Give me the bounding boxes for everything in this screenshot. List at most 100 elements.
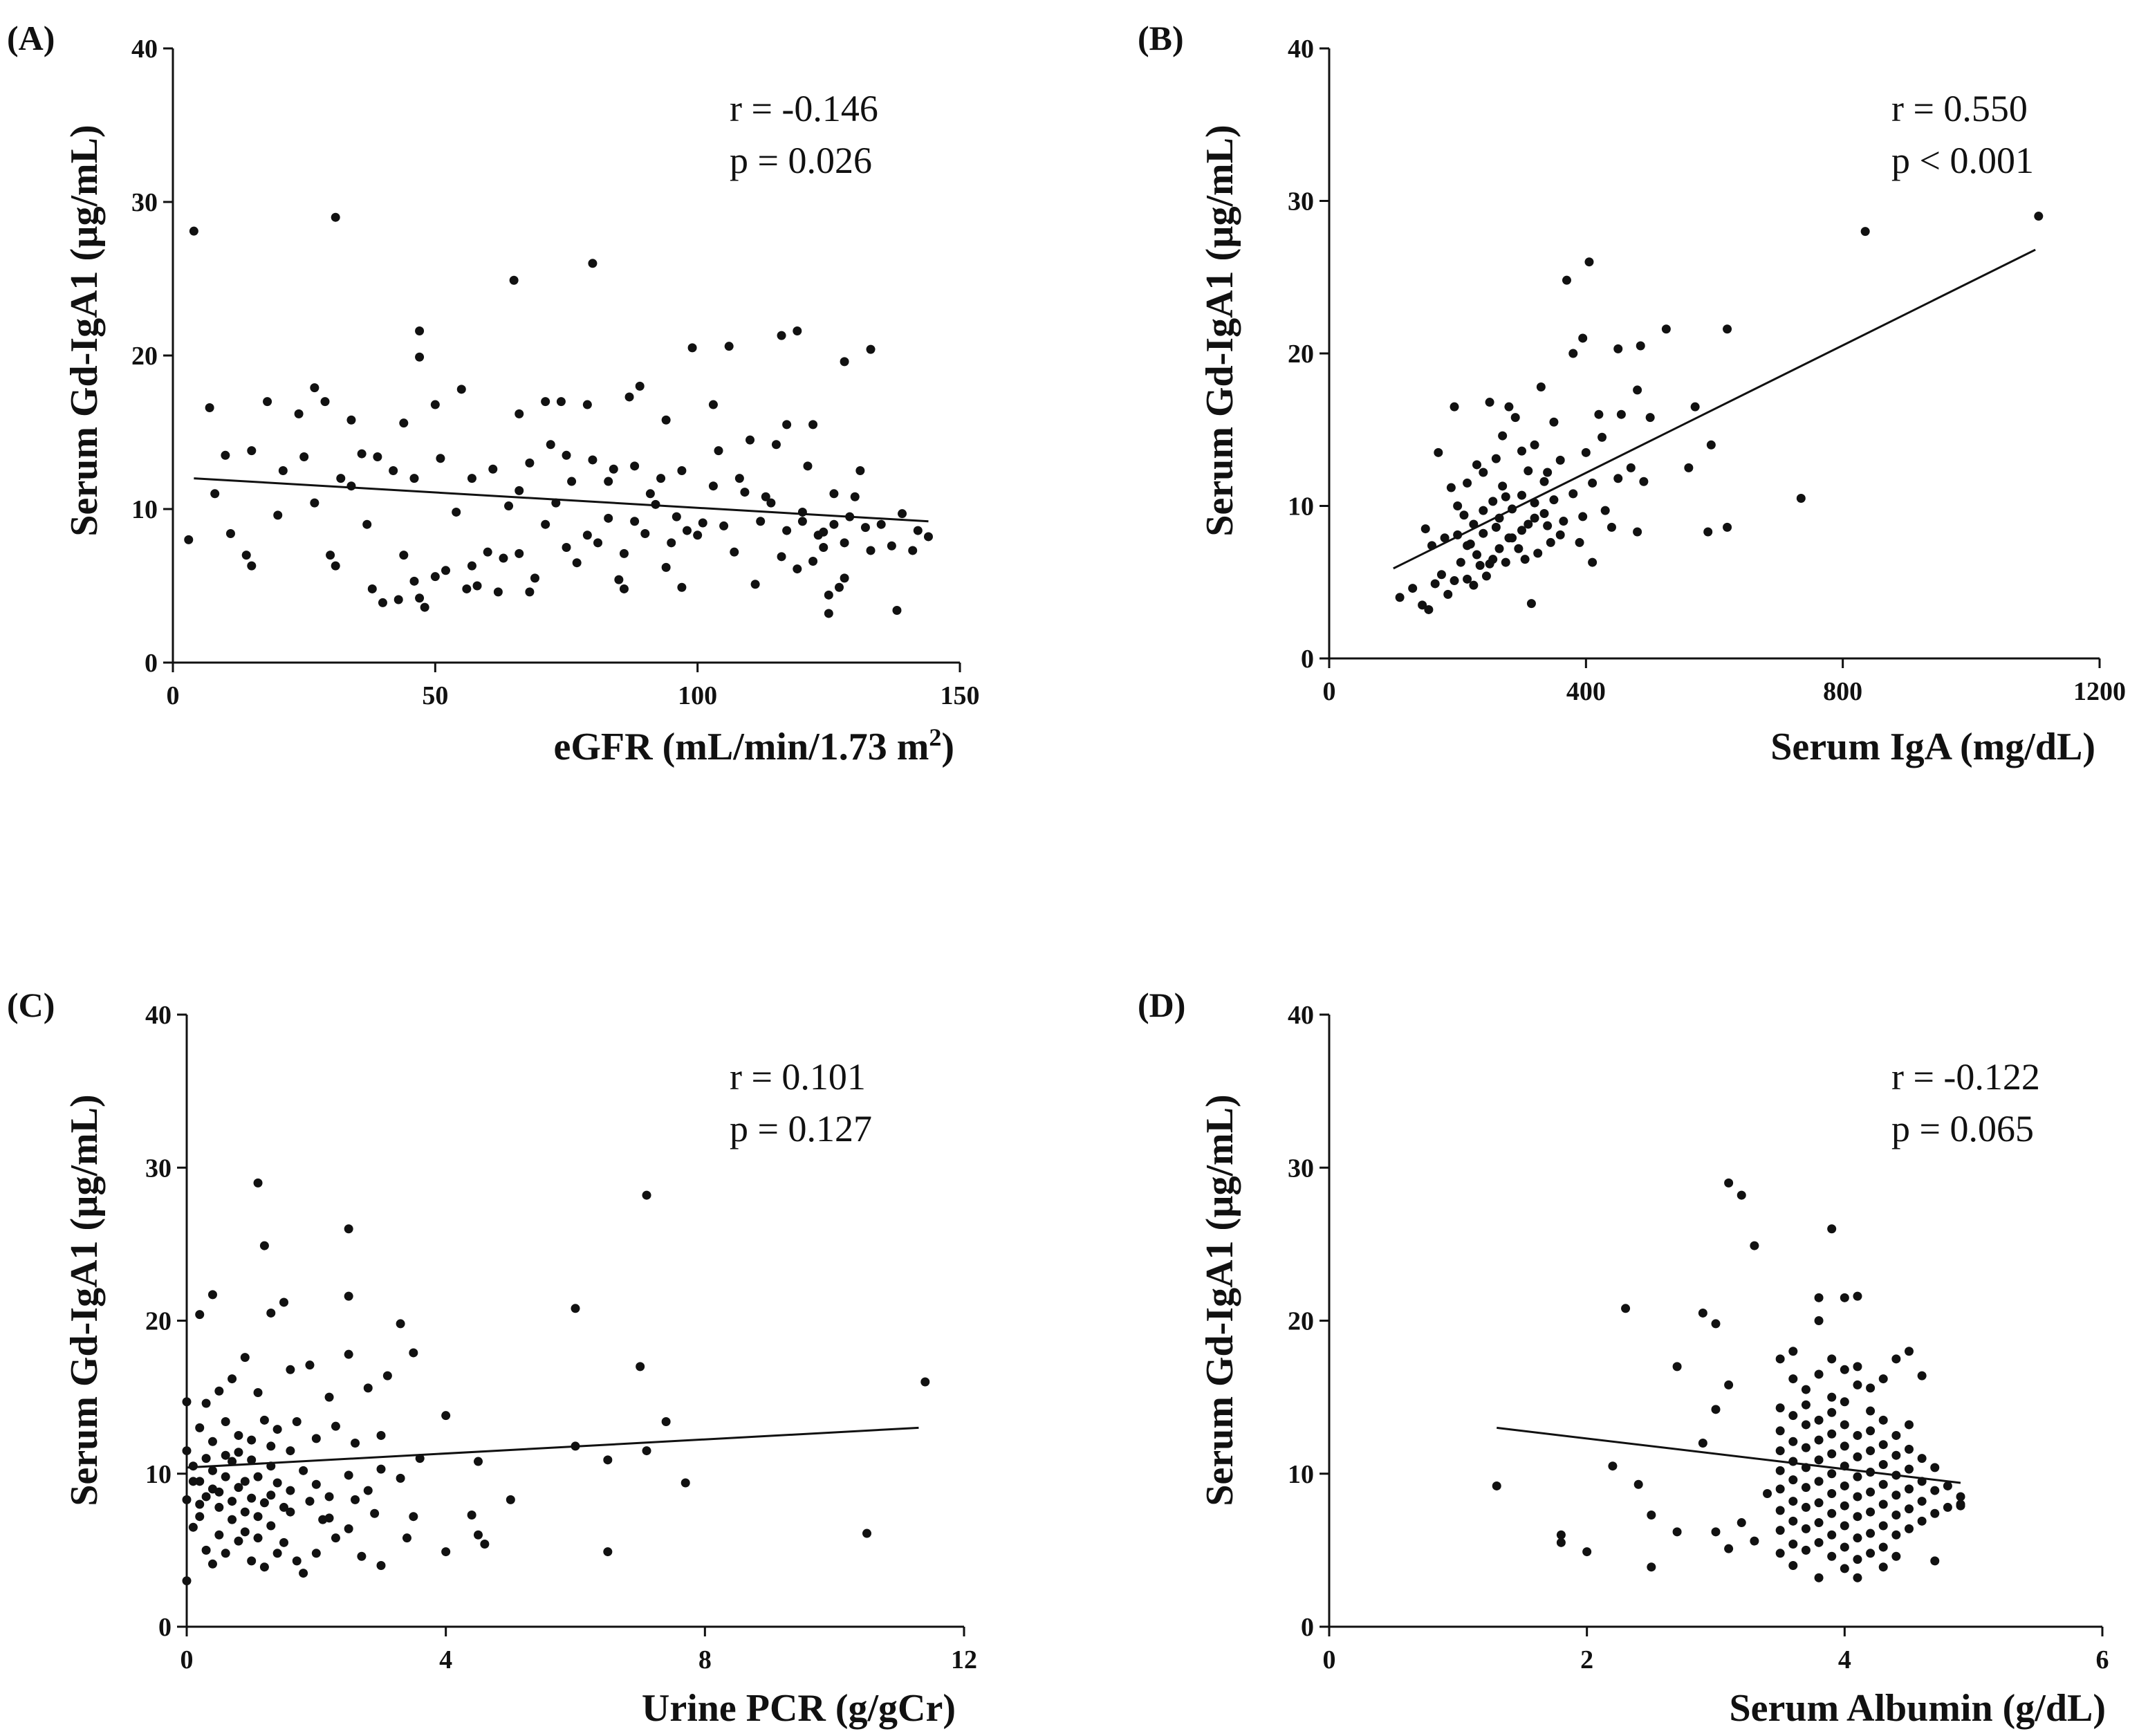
panel-a-data-point — [367, 584, 377, 593]
panel-a-data-point — [740, 488, 750, 497]
panel-c-data-point — [259, 1415, 269, 1425]
panel-c-data-point — [506, 1495, 515, 1504]
panel-c-data-point — [195, 1512, 205, 1522]
panel-d-data-point — [1930, 1486, 1940, 1495]
panel-c-data-point — [382, 1371, 392, 1381]
panel-c: (C) 0 4 8 12 0 10 20 30 40 r = 0.101 p = 0.127 U… — [7, 986, 977, 1730]
panel-d-data-point — [1840, 1501, 1849, 1511]
panel-b-data-point — [1581, 447, 1591, 457]
panel-d-data-point — [1788, 1561, 1798, 1570]
panel-c-data-point — [862, 1529, 871, 1538]
panel-b-data-point — [1613, 344, 1623, 353]
panel-d-data-point — [1878, 1374, 1888, 1384]
panel-b-regression-line — [1393, 248, 2036, 570]
panel-c-data-point — [415, 1454, 425, 1463]
panel-c-data-point — [207, 1466, 217, 1475]
panel-c-data-point — [331, 1533, 340, 1543]
panel-c-data-point — [195, 1477, 205, 1486]
panel-d-data-point — [1814, 1369, 1824, 1379]
panel-d-data-point — [1930, 1508, 1940, 1518]
panel-d-data-point — [1891, 1551, 1901, 1561]
panel-d-data-point — [1853, 1492, 1862, 1502]
panel-c-data-point — [311, 1434, 321, 1443]
panel-b-data-point — [1562, 275, 1571, 285]
panel-a-data-point — [840, 573, 849, 583]
panel-a-data-point — [556, 397, 566, 407]
panel-a-data-point — [835, 582, 844, 592]
panel-a-data-point — [247, 446, 257, 456]
panel-d-data-point — [1814, 1435, 1824, 1445]
panel-c-data-point — [253, 1512, 263, 1522]
panel-d-data-point — [1891, 1430, 1901, 1440]
panel-c-data-point — [259, 1562, 269, 1572]
panel-b-data-point — [1661, 324, 1671, 334]
panel-b-data-point — [1498, 431, 1508, 441]
panel-a-data-point — [467, 474, 476, 483]
panel-d-data-point — [1905, 1347, 1914, 1356]
panel-b-data-point — [1517, 446, 1526, 456]
panel-b-data-point — [1860, 227, 1870, 237]
panel-d: (D) 0 2 4 6 0 10 20 30 40 r = -0.122 p = 0.065 S… — [1138, 986, 2109, 1730]
panel-a-data-point — [619, 584, 629, 593]
panel-c-data-point — [207, 1437, 217, 1446]
panel-c-data-point — [207, 1559, 217, 1569]
panel-b-points — [1395, 212, 2044, 614]
panel-b-label: (B) — [1138, 19, 1184, 57]
panel-d-x-axis-title: Serum Albumin (g/dL) — [1729, 1687, 2106, 1730]
panel-c-x-tick-label: 0 — [180, 1645, 194, 1674]
panel-d-data-point — [1724, 1178, 1734, 1188]
panel-b-data-point — [1559, 517, 1568, 526]
panel-d-y-tick-label: 40 — [1288, 1001, 1314, 1030]
panel-c-data-point — [234, 1483, 243, 1493]
panel-d-y-tick-label: 30 — [1288, 1154, 1314, 1183]
panel-a-data-point — [247, 561, 257, 571]
panel-a-data-point — [892, 606, 902, 616]
panel-c-data-point — [286, 1365, 295, 1374]
panel-a-data-point — [866, 546, 876, 555]
panel-d-data-point — [1840, 1365, 1849, 1374]
panel-a-data-point — [567, 477, 577, 486]
panel-d-regression-line — [1497, 1426, 1961, 1484]
panel-c-data-point — [214, 1530, 224, 1540]
panel-a-data-point — [362, 519, 372, 529]
panel-a-data-point — [840, 538, 849, 548]
panel-c-data-point — [182, 1397, 192, 1407]
panel-b-data-point — [1536, 382, 1546, 392]
panel-b-data-point — [1514, 544, 1524, 553]
panel-c-data-point — [351, 1495, 360, 1504]
panel-a-data-point — [452, 507, 461, 517]
panel-b-data-point — [1633, 527, 1642, 537]
panel-a-data-point — [887, 541, 896, 551]
panel-c-data-point — [324, 1492, 334, 1502]
panel-c-data-point — [311, 1549, 321, 1558]
panel-b-data-point — [1463, 478, 1472, 488]
panel-c-data-point — [182, 1495, 192, 1504]
panel-b-data-point — [1453, 501, 1463, 510]
panel-c-data-point — [363, 1486, 373, 1495]
panel-d-data-point — [1905, 1504, 1914, 1514]
panel-d-data-point — [1827, 1354, 1837, 1364]
panel-a-data-point — [415, 326, 425, 335]
panel-b: (B) 0 400 800 1200 0 10 20 30 40 r = 0.550 p < 0… — [1138, 19, 2126, 768]
panel-a-r-value: r = -0.146 — [730, 88, 878, 129]
panel-b-data-point — [1504, 402, 1514, 412]
panel-a-data-point — [488, 464, 498, 474]
panel-d-data-point — [1788, 1475, 1798, 1485]
panel-c-data-point — [266, 1490, 276, 1500]
panel-d-data-point — [1801, 1483, 1811, 1493]
panel-a-data-point — [719, 521, 729, 530]
panel-a-data-point — [430, 572, 440, 582]
panel-b-y-axis-title: Serum Gd-IgA1 (µg/mL) — [1198, 124, 1241, 536]
panel-a-data-point — [614, 575, 624, 584]
panel-b-data-point — [1588, 478, 1598, 488]
panel-a-data-point — [221, 450, 230, 460]
panel-a-data-point — [373, 452, 382, 462]
panel-b-data-point — [1491, 454, 1501, 463]
panel-c-regression-line — [186, 1426, 919, 1469]
panel-b-data-point — [1418, 600, 1427, 610]
panel-b-data-point — [1472, 460, 1482, 470]
panel-a-data-point — [393, 595, 403, 604]
panel-d-data-point — [1905, 1464, 1914, 1474]
panel-a-data-point — [604, 513, 613, 523]
panel-a-data-point — [619, 548, 629, 558]
